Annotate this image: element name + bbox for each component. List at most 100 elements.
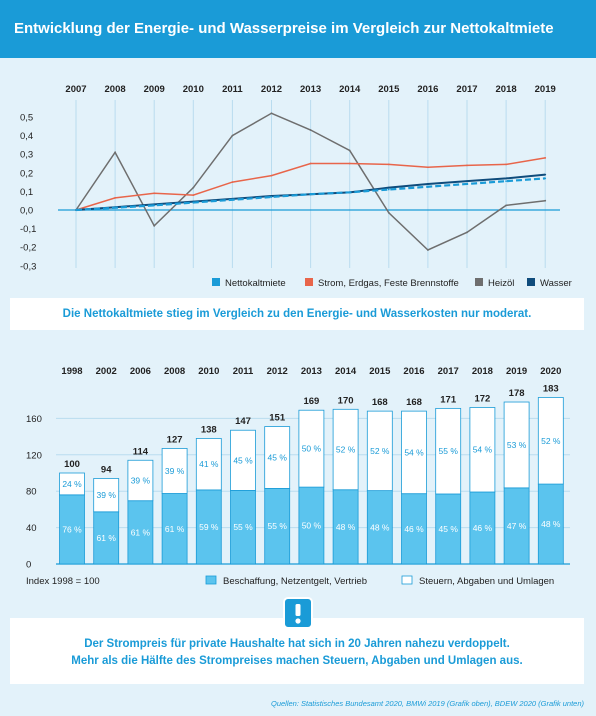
bar-steuern-2020 xyxy=(537,397,564,485)
bar-label-beschaffung: 61 % xyxy=(131,527,151,537)
bar-steuern-2008 xyxy=(161,448,188,494)
data-point-2-5 xyxy=(270,112,273,115)
index-label: Index 1998 = 100 xyxy=(26,576,100,587)
bar-steuern-2018 xyxy=(469,407,496,493)
bar-beschaffung-2018 xyxy=(469,491,496,565)
bar-beschaffung-2013 xyxy=(298,486,325,565)
bar-label-beschaffung: 48 % xyxy=(541,519,561,529)
bar-total-label: 151 xyxy=(269,413,286,424)
y-tick-label: -0,2 xyxy=(20,243,36,254)
y-tick-label: 120 xyxy=(26,450,42,461)
x-tick-label: 1998 xyxy=(61,366,82,377)
data-point-1-8 xyxy=(387,163,390,166)
bar-steuern-2014 xyxy=(332,408,359,491)
x-tick-label: 2010 xyxy=(198,366,219,377)
bar-label-beschaffung: 55 % xyxy=(268,521,288,531)
summary-box-bottom: Der Strompreis für private Haushalte hat… xyxy=(10,618,584,684)
bar-steuern-2002 xyxy=(93,478,120,513)
summary-line-2: Mehr als die Hälfte des Strompreises mac… xyxy=(71,655,523,667)
data-point-0-0 xyxy=(75,209,77,211)
x-tick-label: 2008 xyxy=(164,366,185,377)
bar-label-steuern: 53 % xyxy=(507,440,527,450)
bar-label-beschaffung: 76 % xyxy=(62,524,82,534)
bar-steuern-2006 xyxy=(127,459,154,502)
data-point-0-9 xyxy=(427,185,429,188)
bar-steuern-1998 xyxy=(59,472,85,496)
sources-note: Quellen: Statistisches Bundesamt 2020, B… xyxy=(271,699,584,708)
data-point-0-8 xyxy=(387,188,390,191)
data-point-2-9 xyxy=(427,249,429,251)
bar-beschaffung-2008 xyxy=(161,493,188,565)
x-tick-label: 2007 xyxy=(65,84,86,95)
bar-total-label: 147 xyxy=(235,416,251,427)
summary-line-1: Der Strompreis für private Haushalte hat… xyxy=(84,638,510,650)
bar-label-steuern: 39 % xyxy=(131,475,151,485)
bar-total-label: 114 xyxy=(133,446,149,457)
y-tick-label: -0,3 xyxy=(20,261,36,272)
bar-beschaffung-2012 xyxy=(264,488,291,565)
y-tick-label: 0,0 xyxy=(20,206,33,217)
x-tick-label: 2016 xyxy=(403,366,424,377)
bar-total-label: 138 xyxy=(201,424,217,435)
bar-beschaffung-2015 xyxy=(366,490,393,565)
x-tick-label: 2017 xyxy=(456,84,477,95)
bar-total-label: 168 xyxy=(406,397,422,408)
bar-label-steuern: 52 % xyxy=(541,436,561,446)
line-chart: 2007 2008 2009 2010 2011 2012 2013 2014 2015 2016… xyxy=(20,84,572,289)
bar-label-steuern: 52 % xyxy=(370,446,390,456)
bar-label-steuern: 45 % xyxy=(233,455,253,465)
data-point-2-3 xyxy=(192,186,195,189)
x-tick-label: 2019 xyxy=(506,366,527,377)
bar-label-steuern: 45 % xyxy=(268,453,288,463)
data-point-3-8 xyxy=(387,186,390,189)
data-point-2-7 xyxy=(348,149,351,152)
bar-steuern-2016 xyxy=(401,410,427,495)
data-point-2-8 xyxy=(387,211,390,214)
data-point-0-2 xyxy=(153,204,156,207)
bar-total-label: 168 xyxy=(372,397,388,408)
legend-swatch-1 xyxy=(305,278,313,286)
legend-label-3: Wasser xyxy=(540,278,572,289)
bar-total-label: 183 xyxy=(543,383,559,394)
legend-swatch-3 xyxy=(527,278,535,286)
legend-swatch-beschaffung xyxy=(205,575,217,585)
x-tick-label: 2006 xyxy=(130,366,151,377)
x-tick-label: 2002 xyxy=(96,366,117,377)
x-tick-label: 2016 xyxy=(417,84,438,95)
bar-label-beschaffung: 48 % xyxy=(370,522,390,532)
bar-label-steuern: 55 % xyxy=(439,446,459,456)
y-tick-label: 40 xyxy=(26,523,37,534)
bar-beschaffung-2011 xyxy=(230,490,256,565)
bar-total-label: 169 xyxy=(303,396,319,407)
bar-total-label: 178 xyxy=(509,388,525,399)
data-point-0-1 xyxy=(114,206,116,209)
x-tick-label: 2018 xyxy=(472,366,493,377)
data-point-0-3 xyxy=(192,201,195,204)
data-point-1-3 xyxy=(192,194,195,197)
y-tick-label: 0,4 xyxy=(20,131,33,142)
x-tick-label: 2010 xyxy=(183,84,204,95)
x-tick-label: 2020 xyxy=(540,366,561,377)
bar-steuern-2010 xyxy=(195,438,222,491)
data-point-1-10 xyxy=(466,164,468,167)
bar-label-steuern: 41 % xyxy=(199,459,219,469)
legend-label-1: Strom, Erdgas, Feste Brennstoffe xyxy=(318,278,459,289)
y-tick-label: 0,2 xyxy=(20,168,33,179)
x-tick-label: 2013 xyxy=(300,84,321,95)
data-point-2-6 xyxy=(309,129,312,131)
bar-label-beschaffung: 46 % xyxy=(404,524,424,534)
x-tick-label: 2013 xyxy=(301,366,322,377)
bar-steuern-2017 xyxy=(435,407,462,495)
data-point-1-7 xyxy=(348,162,351,165)
bar-steuern-2015 xyxy=(366,410,393,492)
x-tick-label: 2015 xyxy=(378,84,400,95)
bar-beschaffung-2014 xyxy=(332,489,359,565)
summary-box-top: Die Nettokaltmiete stieg im Vergleich zu… xyxy=(10,298,584,330)
data-point-3-11 xyxy=(505,177,507,180)
title-bar: Entwicklung der Energie- und Wasserpreis… xyxy=(0,0,596,58)
x-tick-label: 2015 xyxy=(369,366,391,377)
bar-steuern-2013 xyxy=(298,409,325,488)
bar-beschaffung-1998 xyxy=(59,494,85,565)
legend-label-steuern: Steuern, Abgaben und Umlagen xyxy=(419,576,554,587)
